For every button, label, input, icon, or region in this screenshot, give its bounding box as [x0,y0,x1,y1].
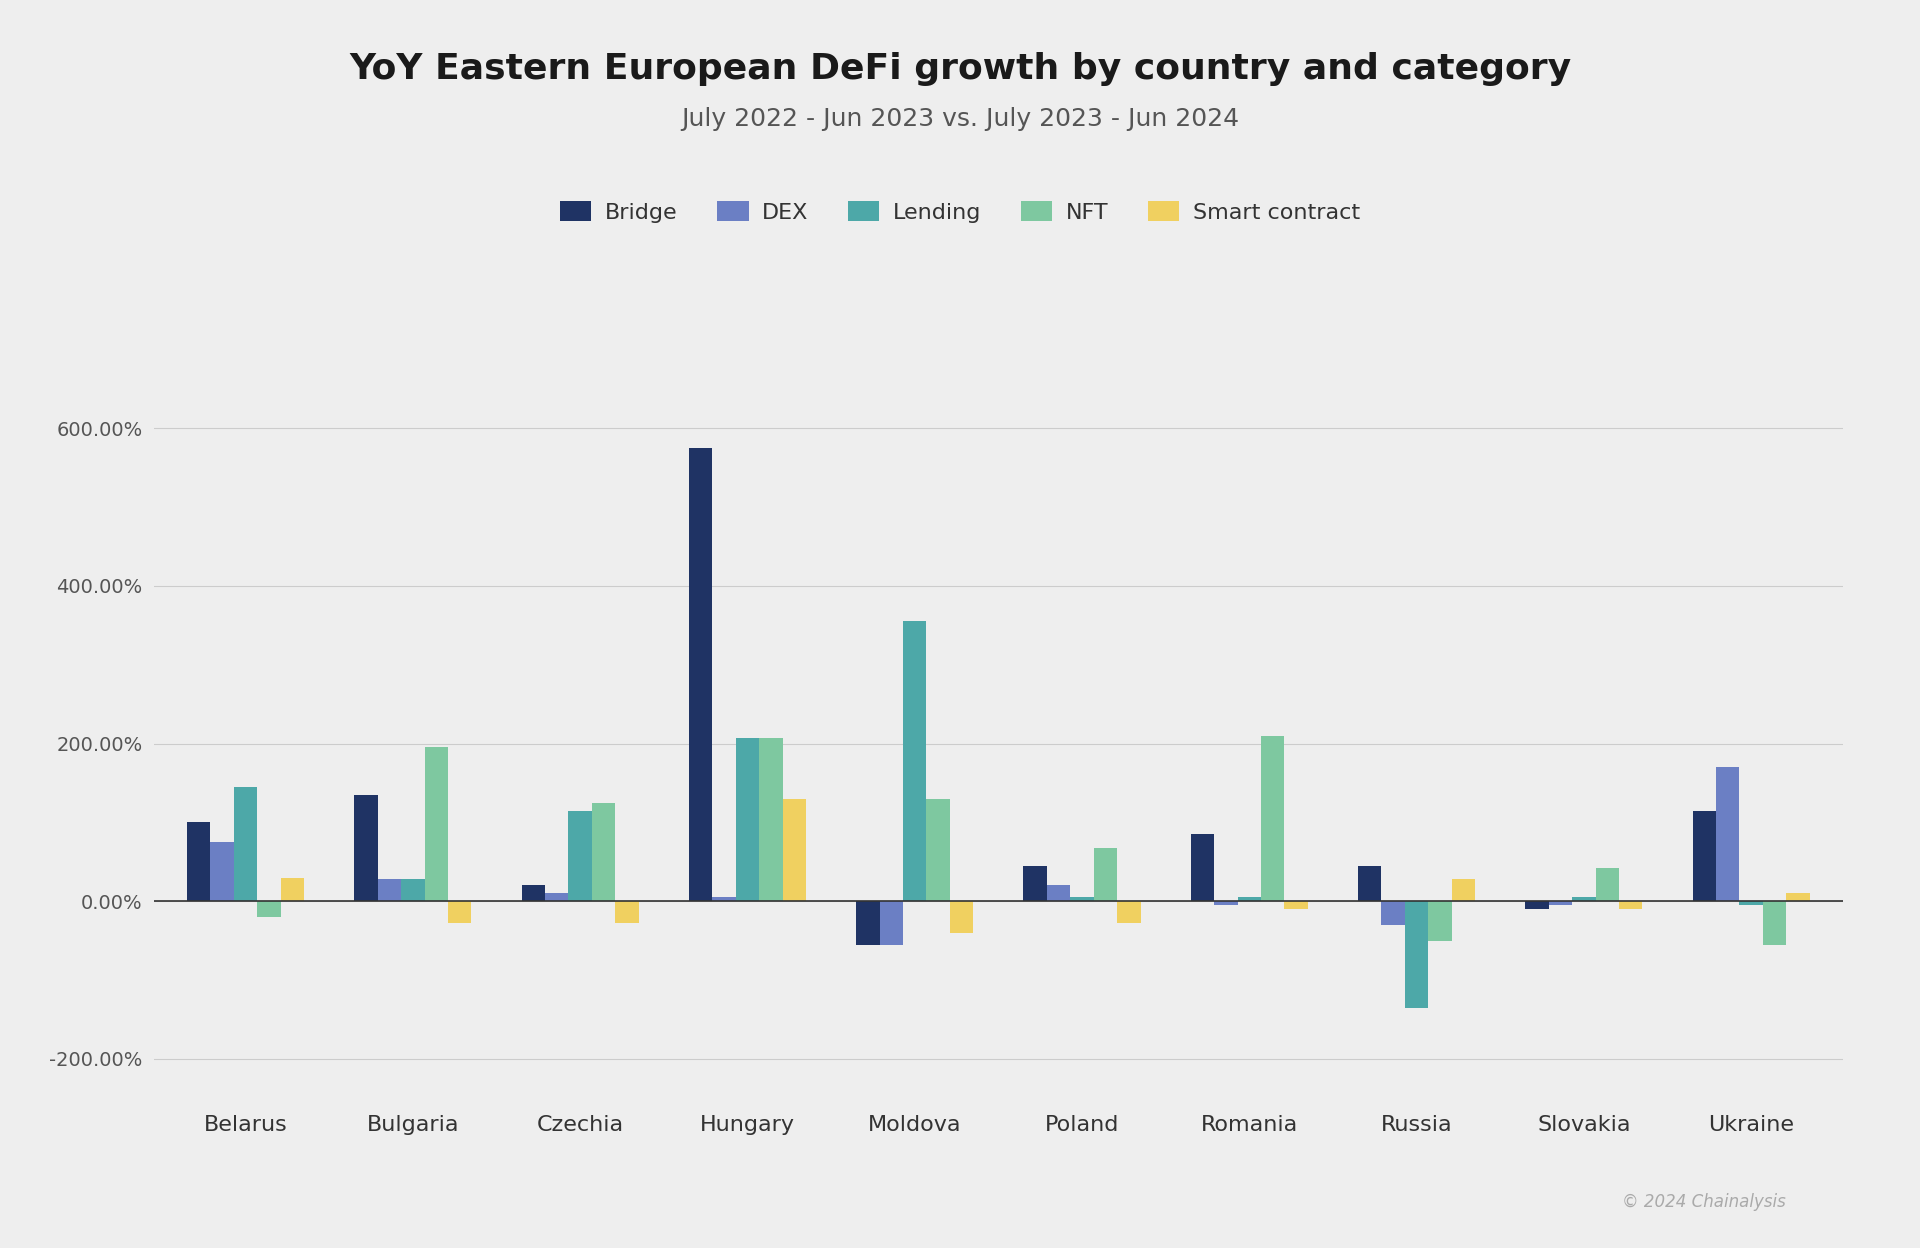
Bar [1261,735,1284,901]
Bar [1693,810,1716,901]
Bar [1382,901,1405,925]
Bar [211,842,234,901]
Bar [856,901,879,945]
Bar [1094,847,1117,901]
Bar [1069,897,1094,901]
Bar [1740,901,1763,905]
Bar [186,822,211,901]
Bar [689,448,712,901]
Bar [401,879,424,901]
Bar [1023,866,1046,901]
Bar [1357,866,1382,901]
Bar [879,901,902,945]
Bar [378,879,401,901]
Bar [1117,901,1140,924]
Bar [1190,834,1213,901]
Bar [902,622,927,901]
Bar [424,748,447,901]
Bar [758,738,783,901]
Bar [1596,869,1619,901]
Text: YoY Eastern European DeFi growth by country and category: YoY Eastern European DeFi growth by coun… [349,51,1571,86]
Bar [1763,901,1786,945]
Text: July 2022 - Jun 2023 vs. July 2023 - Jun 2024: July 2022 - Jun 2023 vs. July 2023 - Jun… [682,106,1238,131]
Bar [1213,901,1238,905]
Bar [1046,885,1069,901]
Bar [1716,768,1740,901]
Bar [1619,901,1642,909]
Bar [522,885,545,901]
Bar [1572,897,1596,901]
Bar [950,901,973,932]
Bar [591,802,614,901]
Bar [447,901,472,924]
Bar [735,738,758,901]
Bar [927,799,950,901]
Bar [1452,879,1475,901]
Bar [1428,901,1452,941]
Bar [614,901,639,924]
Bar [545,894,568,901]
Bar [1284,901,1308,909]
Bar [1786,894,1811,901]
Bar [280,877,303,901]
Bar [234,787,257,901]
Bar [257,901,280,917]
Bar [783,799,806,901]
Bar [355,795,378,901]
Bar [1524,901,1549,909]
Bar [568,810,591,901]
Text: © 2024 Chainalysis: © 2024 Chainalysis [1622,1193,1786,1211]
Bar [1549,901,1572,905]
Bar [1238,897,1261,901]
Bar [1405,901,1428,1007]
Bar [712,897,735,901]
Legend: Bridge, DEX, Lending, NFT, Smart contract: Bridge, DEX, Lending, NFT, Smart contrac… [551,192,1369,231]
